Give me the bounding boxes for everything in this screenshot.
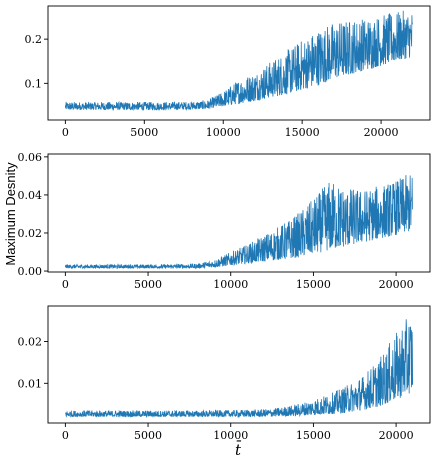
x-tick-label: 5000 [134, 278, 162, 291]
y-tick-label: 0.02 [18, 227, 43, 240]
series-line-1 [64, 175, 414, 270]
x-tick-label: 10000 [213, 429, 248, 442]
y-tick-label: 0.04 [18, 189, 43, 202]
x-tick-label: 15000 [285, 126, 320, 139]
y-tick-label: 0.01 [18, 377, 43, 390]
x-tick-label: 10000 [213, 278, 248, 291]
x-tick-label: 0 [62, 278, 69, 291]
x-axis-label: t̄ [235, 441, 242, 459]
x-tick-label: 0 [62, 429, 69, 442]
y-tick-label: 0.1 [25, 77, 43, 90]
x-tick-label: 5000 [130, 126, 158, 139]
plot-frame [47, 305, 431, 424]
y-tick-label: 0.06 [18, 151, 43, 164]
x-tick-label: 0 [62, 126, 69, 139]
y-axis-label: Maximum Desnity [3, 162, 18, 266]
plot-frame [47, 5, 431, 121]
x-tick-label: 20000 [364, 126, 399, 139]
plot-frame [47, 153, 431, 273]
bottom-panel: 0 5000 10000 15000 20000 0.01 0.02 [18, 305, 431, 442]
x-tick-label: 15000 [296, 429, 331, 442]
series-line-1 [65, 319, 414, 419]
x-tick-label: 20000 [379, 278, 414, 291]
x-tick-label: 10000 [206, 126, 241, 139]
x-tick-label: 5000 [134, 429, 162, 442]
y-tick-label: 0.02 [18, 336, 43, 349]
y-tick-label: 0.00 [18, 265, 43, 278]
series-line-1 [64, 10, 413, 112]
middle-panel: 0 5000 10000 15000 20000 0.00 0.02 0.04 0.06 [18, 151, 431, 291]
x-tick-label: 15000 [296, 278, 331, 291]
x-tick-label: 20000 [379, 429, 414, 442]
top-panel: 0 5000 10000 15000 20000 0.1 0.2 [25, 5, 431, 139]
y-tick-label: 0.2 [25, 33, 43, 46]
